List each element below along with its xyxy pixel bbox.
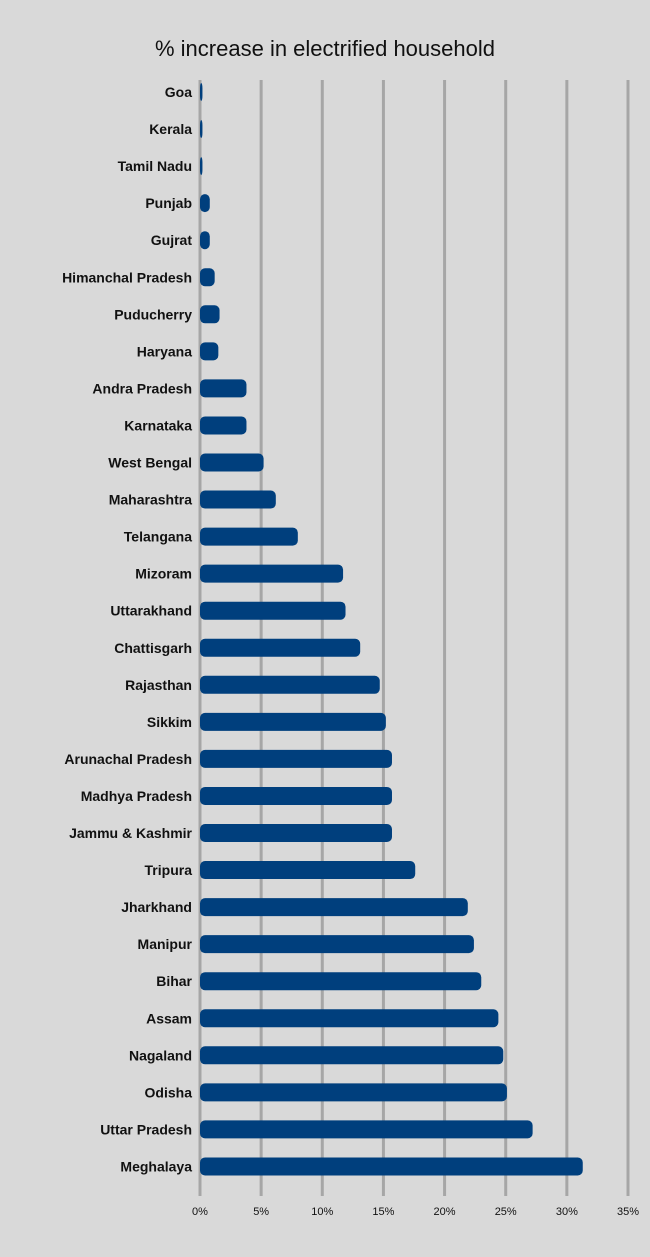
category-label: Jammu & Kashmir [69,825,192,841]
bar [200,83,203,101]
category-label: Maharashtra [109,492,192,508]
category-label: Uttarakhand [110,603,192,619]
x-tick-label: 15% [372,1206,394,1218]
bar [200,861,416,880]
category-label: Mizoram [135,566,192,582]
bar [200,157,203,176]
bar [200,824,392,842]
x-tick-label: 5% [253,1206,269,1218]
bar [200,490,276,509]
category-label: Meghalaya [120,1158,192,1174]
x-tick-label: 0% [192,1206,208,1218]
bar [200,935,474,954]
bar [200,638,361,657]
bar [200,379,247,398]
category-label: Himanchal Pradesh [62,269,192,285]
category-label: Haryana [137,343,192,359]
x-tick-label: 30% [556,1206,578,1218]
category-label: Arunachal Pradesh [64,751,192,767]
bar [200,675,380,694]
bar [200,305,220,324]
category-label: Uttar Pradesh [100,1121,192,1137]
category-label: Jharkhand [121,899,192,915]
chart-title: % increase in electrified household [155,36,495,61]
category-label: Puducherry [114,306,192,322]
bar [200,1083,507,1102]
category-label: Tripura [145,862,193,878]
gridlines [198,80,630,1196]
bar [200,1120,533,1139]
category-label: Rajasthan [125,677,192,693]
bar [200,527,298,546]
bar [200,972,482,991]
bar [200,712,386,731]
category-label: Bihar [156,973,192,989]
category-label: Odisha [145,1084,193,1100]
bar [200,231,210,250]
x-tick-label: 35% [617,1206,639,1218]
bar [200,1157,583,1176]
bar [200,749,392,768]
category-label: Assam [146,1010,192,1026]
category-label: Tamil Nadu [118,158,192,174]
x-tick-label: 20% [434,1206,456,1218]
x-tick-label: 25% [495,1206,517,1218]
bar [200,1046,504,1065]
category-label: Gujrat [151,232,193,248]
bar [200,268,215,287]
bar [200,453,264,472]
category-label: Telangana [124,529,192,545]
category-label: West Bengal [108,455,192,471]
category-label: Madhya Pradesh [81,788,192,804]
category-label: Punjab [145,195,192,211]
category-label: Goa [165,84,192,100]
bar [200,416,247,435]
category-label: Nagaland [129,1047,192,1063]
bar [200,120,203,139]
bar [200,1009,499,1028]
x-tick-label: 10% [311,1206,333,1218]
bar [200,786,392,805]
category-label: Sikkim [147,714,192,730]
category-label: Karnataka [124,417,192,433]
bars [200,83,583,1176]
bar [200,564,344,583]
category-label: Andra Pradesh [92,380,192,396]
x-axis-tick-labels: 0% 5% 10% 15% 20% 25% 30% 35% [192,1206,639,1218]
bar [200,601,346,620]
bar [200,898,468,917]
category-label: Manipur [138,936,193,952]
bar [200,194,210,213]
category-labels: Goa Kerala Tamil Nadu Punjab Gujrat Himanchal… [62,84,192,1174]
category-label: Kerala [149,121,192,137]
category-label: Chattisgarh [114,640,192,656]
bar [200,342,219,361]
